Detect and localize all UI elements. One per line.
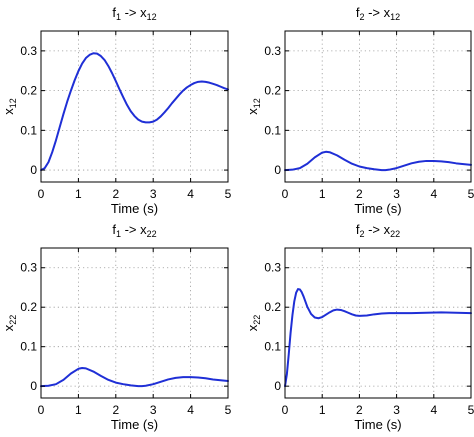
- chart-3-title-arrow: -> x: [121, 222, 147, 237]
- chart-4-y-tick-label-3: 0.3: [264, 261, 281, 275]
- chart-3-y-axis-label-main: x: [1, 324, 16, 331]
- chart-4-y-tick-label-2: 0.2: [264, 300, 281, 314]
- chart-4-title: f2 -> x22: [356, 222, 400, 239]
- chart-4-title-sub-2: 22: [390, 229, 400, 239]
- chart-2-plot-frame: [284, 30, 472, 183]
- chart-3-x-tick-label-2: 2: [112, 403, 119, 417]
- chart-2-y-axis-label-sub: 12: [252, 98, 262, 108]
- chart-1-x-tick-label-1: 1: [75, 187, 82, 201]
- chart-4-x-axis-label: Time (s): [354, 417, 401, 432]
- chart-4-x-tick-label-5: 5: [468, 403, 474, 417]
- chart-2-y-axis-label: x12: [245, 98, 262, 115]
- chart-1-y-tick-label-1: 0.1: [20, 123, 37, 137]
- chart-1-x-axis-label: Time (s): [111, 201, 158, 216]
- chart-1-y-tick-label-3: 0.3: [20, 44, 37, 58]
- chart-4-y-axis-label-main: x: [245, 324, 260, 331]
- chart-1-y-tick-label-0: 0: [30, 163, 37, 177]
- chart-4-y-tick-label-0: 0: [274, 379, 281, 393]
- chart-1-title-sub-2: 12: [147, 12, 157, 22]
- chart-2-title: f2 -> x12: [356, 5, 400, 22]
- chart-1-title: f1 -> x12: [112, 5, 156, 22]
- chart-2-y-tick-label-1: 0.1: [264, 123, 281, 137]
- chart-3-x-tick-label-3: 3: [150, 403, 157, 417]
- chart-2-y-tick-label-0: 0: [274, 163, 281, 177]
- chart-4-x-tick-label-1: 1: [319, 403, 326, 417]
- chart-3-x-tick-label-1: 1: [75, 403, 82, 417]
- chart-4-plot-frame: [284, 247, 472, 399]
- chart-4-x-tick-label-2: 2: [356, 403, 363, 417]
- chart-1-y-axis-label: x12: [1, 98, 18, 115]
- chart-2-title-sub-2: 12: [390, 12, 400, 22]
- chart-3-y-axis-label-sub: 22: [8, 315, 18, 325]
- chart-2-x-tick-label-2: 2: [356, 187, 363, 201]
- chart-2-x-tick-label-4: 4: [430, 187, 437, 201]
- chart-1-title-main: f: [112, 5, 116, 20]
- chart-3-y-tick-label-3: 0.3: [20, 261, 37, 275]
- chart-2-title-arrow: -> x: [364, 5, 390, 20]
- chart-4-title-main: f: [356, 222, 360, 237]
- chart-1-series-line: [40, 52, 229, 172]
- chart-2-x-axis-label: Time (s): [354, 201, 401, 216]
- chart-4-y-axis-label: x22: [245, 315, 262, 332]
- chart-4-title-sub-1: 2: [359, 229, 364, 239]
- chart-3-title-main: f: [112, 222, 116, 237]
- chart-2-title-main: f: [356, 5, 360, 20]
- chart-3-y-tick-label-0: 0: [30, 379, 37, 393]
- chart-1-title-sub-1: 1: [116, 12, 121, 22]
- chart-3-y-tick-label-2: 0.2: [20, 300, 37, 314]
- chart-3-plot-frame: [40, 247, 229, 399]
- chart-3-series-line: [40, 367, 229, 388]
- chart-3-title: f1 -> x22: [112, 222, 156, 239]
- chart-2-x-tick-label-1: 1: [319, 187, 326, 201]
- chart-3-title-sub-2: 22: [147, 229, 157, 239]
- chart-3-x-tick-label-4: 4: [187, 403, 194, 417]
- chart-1-y-axis-label-sub: 12: [8, 98, 18, 108]
- chart-2-x-tick-label-0: 0: [282, 187, 289, 201]
- chart-2-series-line: [284, 150, 472, 172]
- chart-3-x-tick-label-0: 0: [38, 403, 45, 417]
- chart-3-x-tick-label-5: 5: [225, 403, 232, 417]
- chart-1-x-tick-label-4: 4: [187, 187, 194, 201]
- chart-1-plot-frame: [40, 30, 229, 183]
- chart-3-y-axis-label: x22: [1, 315, 18, 332]
- chart-4-x-tick-label-0: 0: [282, 403, 289, 417]
- chart-2-x-tick-label-5: 5: [468, 187, 474, 201]
- chart-4-series-line: [284, 288, 472, 388]
- chart-3-title-sub-1: 1: [116, 229, 121, 239]
- chart-3-y-tick-label-1: 0.1: [20, 340, 37, 354]
- chart-4-y-tick-label-1: 0.1: [264, 340, 281, 354]
- chart-1-x-tick-label-3: 3: [150, 187, 157, 201]
- chart-1-y-tick-label-2: 0.2: [20, 84, 37, 98]
- chart-1-y-axis-label-main: x: [1, 108, 16, 115]
- chart-4-title-arrow: -> x: [364, 222, 390, 237]
- chart-4-x-tick-label-3: 3: [393, 403, 400, 417]
- chart-1-x-tick-label-2: 2: [112, 187, 119, 201]
- chart-1-x-tick-label-0: 0: [38, 187, 45, 201]
- chart-3-x-axis-label: Time (s): [111, 417, 158, 432]
- chart-4-x-tick-label-4: 4: [430, 403, 437, 417]
- chart-4-y-axis-label-sub: 22: [252, 315, 262, 325]
- chart-1-title-arrow: -> x: [121, 5, 147, 20]
- chart-2-y-axis-label-main: x: [245, 108, 260, 115]
- chart-2-y-tick-label-2: 0.2: [264, 84, 281, 98]
- chart-2-y-tick-label-3: 0.3: [264, 44, 281, 58]
- chart-1-x-tick-label-5: 5: [225, 187, 232, 201]
- chart-2-title-sub-1: 2: [359, 12, 364, 22]
- chart-2-x-tick-label-3: 3: [393, 187, 400, 201]
